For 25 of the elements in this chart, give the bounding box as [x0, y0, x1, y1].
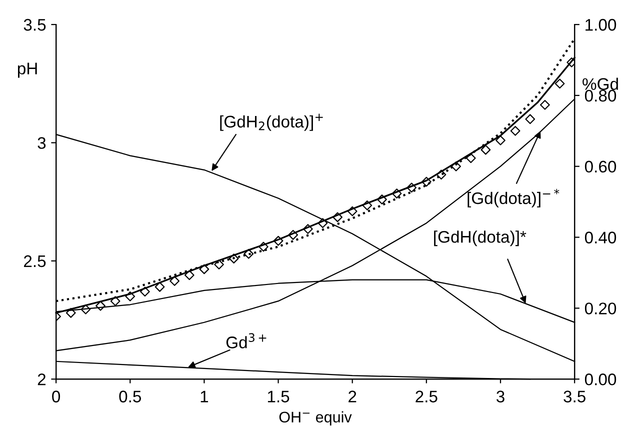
- x-tick-label: 3: [496, 390, 504, 402]
- y-axis-title: pH: [18, 62, 37, 78]
- x-tick-label: 3.5: [564, 390, 586, 402]
- y2-axis-title: %Gd: [582, 78, 618, 90]
- x-tick-label: 0: [52, 390, 60, 402]
- x-tick-label: 0.5: [119, 390, 142, 402]
- y-tick-label: 3.5: [24, 18, 46, 31]
- y-tick-label: 2: [38, 374, 46, 386]
- x-axis-title: OH$^{−}$ equiv: [279, 411, 352, 426]
- y2-tick-label: 1.00: [586, 18, 616, 31]
- y-tick-label: 3: [38, 137, 46, 149]
- x-tick-label: 2.5: [416, 390, 438, 402]
- y2-tick-label: 0.60: [584, 160, 616, 173]
- x-tick-label: 2: [348, 390, 356, 402]
- x-tick-label: 1.5: [268, 390, 290, 402]
- y-tick-label: 2.5: [24, 255, 46, 268]
- annotation: [Gd(dota)]$^{−*}$: [468, 188, 560, 208]
- annotation: [GdH$_{2}$(dota)]$^{+}$: [220, 114, 323, 131]
- annotation: [GdH(dota)]*: [434, 230, 526, 246]
- y2-tick-label: 0.40: [584, 232, 616, 244]
- annotation: Gd$^{3+}$: [226, 333, 266, 348]
- x-tick-label: 1: [200, 390, 208, 402]
- y2-tick-label: 0.80: [584, 90, 616, 102]
- y2-tick-label: 0.20: [584, 302, 616, 314]
- y2-tick-label: 0.00: [584, 374, 616, 386]
